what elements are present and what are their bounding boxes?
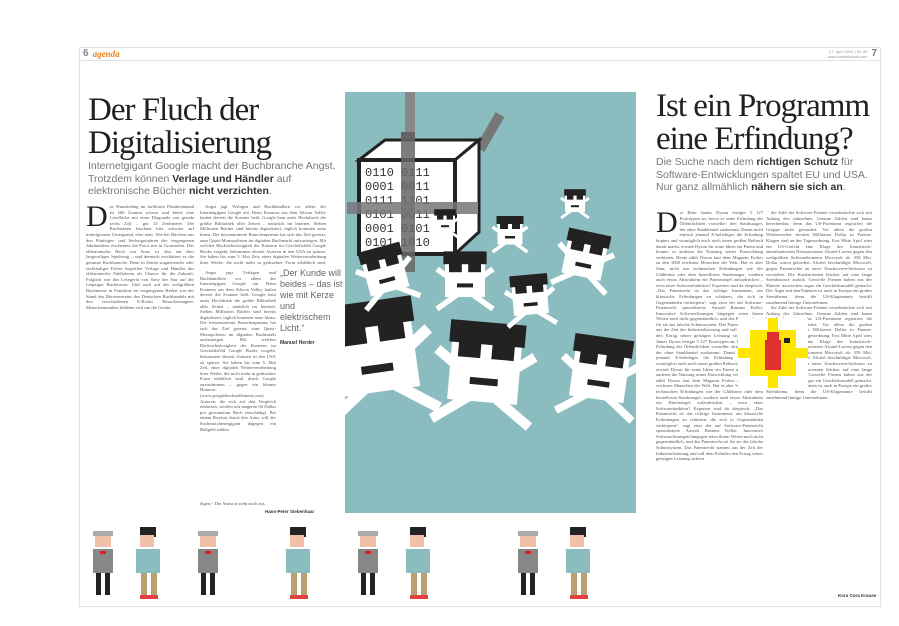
young-man-figure: [406, 527, 430, 599]
skull-icon: [435, 251, 495, 312]
skull-icon: [560, 189, 590, 220]
pull-quote: „Der Kunde will beides – das ist wie mit…: [280, 268, 344, 349]
issue-date: 27. April 2009 | Nr. 80: [829, 48, 868, 54]
skull-icon: [491, 216, 529, 254]
headline-line: Der Fluch der: [88, 92, 259, 128]
young-man-figure: [286, 527, 310, 599]
issue-url: www.handelsblatt.com: [827, 53, 868, 59]
left-page-number: 6: [83, 48, 89, 59]
left-subhead: Internetgigant Google macht der Buchbran…: [88, 160, 336, 197]
headline-line: Digitalisierung: [88, 125, 272, 161]
skull-icon: [345, 295, 442, 428]
skull-icon: [503, 273, 559, 329]
left-body-column-2b: Angst jagt Verlagen und Buchhändlern vor…: [200, 270, 276, 432]
young-man-figure: [566, 527, 590, 599]
right-byline: Kora Cora Krause: [838, 593, 877, 598]
old-man-figure: [358, 531, 378, 595]
drop-cap: D: [86, 204, 108, 233]
skull-icon: [428, 319, 538, 431]
old-man-figure: [198, 531, 218, 595]
right-headline: Ist ein Programm eine Erfindung?: [656, 88, 870, 157]
left-body-end: digen.“ Die Antwort steht noch aus.: [200, 501, 266, 506]
right-page-number: 7: [871, 48, 877, 59]
brand-logo: agenda: [92, 48, 120, 59]
svg-text:0001 0101: 0001 0101: [365, 222, 430, 236]
skull-icon: [430, 209, 460, 240]
left-headline: Der Fluch der Digitalisierung: [88, 92, 272, 161]
page-header: 6 agenda 27. April 2009 | Nr. 80 www.hand…: [79, 47, 881, 61]
left-body-column-2: Angst jagt Verlagen und Buchhändlern vor…: [200, 204, 326, 265]
young-man-figure: [136, 527, 160, 599]
illustration-panel: 0110 0111 0001 0011 0111 1101 0101 0011 000…: [345, 92, 636, 513]
right-subhead: Die Suche nach dem richtigen Schutz für …: [656, 156, 868, 193]
svg-text:0110 0111: 0110 0111: [365, 166, 430, 180]
old-man-figure: [518, 531, 538, 595]
headline-line: eine Erfindung?: [656, 121, 854, 157]
pull-quote-author: Manuel Herder: [280, 340, 315, 346]
skull-icon: [553, 333, 636, 424]
skull-icons: [345, 189, 636, 431]
old-man-figure: [93, 531, 113, 595]
sun-inventor-icon: [738, 318, 808, 388]
headline-line: Ist ein Programm: [656, 88, 870, 124]
drop-cap: D: [656, 210, 678, 239]
left-byline: Hans-Peter Siebenhaar: [265, 509, 315, 514]
svg-text:0001 0011: 0001 0011: [365, 180, 430, 194]
cartoon-strip: [93, 527, 590, 599]
skull-icon: [354, 241, 422, 312]
issue-info: 27. April 2009 | Nr. 80 www.handelsblatt.…: [828, 49, 868, 59]
skull-icon: [549, 227, 616, 297]
right-body-column-2: die Zahl der Software-Patente verzehnfac…: [766, 210, 872, 400]
